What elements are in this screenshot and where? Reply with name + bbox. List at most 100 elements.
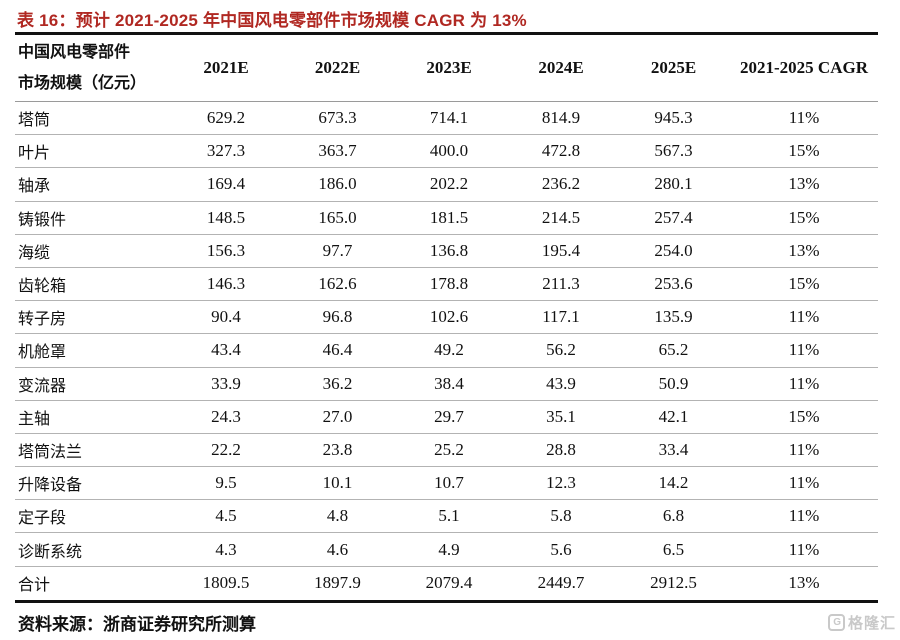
value-cell: 102.6 — [429, 307, 469, 327]
value-cell: 38.4 — [434, 373, 464, 393]
cagr-cell: 15% — [788, 406, 820, 426]
cagr-cell: 11% — [788, 539, 820, 559]
value-cell: 214.5 — [541, 207, 581, 227]
gelonghui-logo-icon: G — [827, 614, 845, 631]
table-row: 齿轮箱 146.3 162.6 178.8 211.3 253.6 15% — [15, 268, 878, 302]
value-cell: 178.8 — [429, 274, 469, 294]
header-cagr: 2021-2025 CAGR — [740, 58, 868, 77]
value-cell: 12.3 — [546, 473, 576, 493]
table-row: 诊断系统 4.3 4.6 4.9 5.6 6.5 11% — [15, 533, 878, 567]
header-label-line2: 市场规模（亿元） — [18, 75, 147, 92]
value-cell: 4.3 — [215, 539, 237, 559]
value-cell: 33.9 — [211, 373, 241, 393]
row-label: 塔筒法兰 — [18, 443, 83, 461]
header-label-line1: 中国风电零部件 — [18, 43, 131, 61]
value-cell: 2912.5 — [650, 573, 697, 593]
table-title: 表 16：预计 2021-2025 年中国风电零部件市场规模 CAGR 为 13… — [17, 11, 527, 30]
value-cell: 1897.9 — [314, 573, 361, 593]
value-cell: 211.3 — [542, 274, 580, 294]
cagr-cell: 11% — [788, 108, 820, 128]
row-label: 叶片 — [18, 145, 51, 163]
value-cell: 24.3 — [211, 406, 241, 426]
value-cell: 28.8 — [546, 439, 576, 459]
value-cell: 400.0 — [429, 141, 469, 161]
value-cell: 148.5 — [206, 207, 246, 227]
watermark: G 格隆汇 — [827, 612, 896, 633]
value-cell: 186.0 — [318, 174, 357, 194]
value-cell: 6.8 — [662, 506, 685, 526]
header-label-cell: 中国风电零部件 市场规模（亿元） — [15, 37, 170, 99]
cagr-cell: 15% — [788, 141, 820, 161]
table-row: 塔筒法兰 22.2 23.8 25.2 28.8 33.4 11% — [15, 434, 878, 468]
value-cell: 814.9 — [541, 108, 581, 128]
row-label: 机舱罩 — [18, 344, 67, 362]
market-size-table: 中国风电零部件 市场规模（亿元） 2021E 2022E 2023E 2024E… — [15, 32, 878, 603]
value-cell: 49.2 — [434, 340, 464, 360]
value-cell: 4.5 — [215, 506, 237, 526]
value-cell: 33.4 — [658, 439, 689, 459]
value-cell: 156.3 — [206, 240, 246, 260]
value-cell: 165.0 — [318, 207, 357, 227]
table-row: 主轴 24.3 27.0 29.7 35.1 42.1 15% — [15, 401, 878, 434]
row-label: 铸锻件 — [18, 211, 67, 229]
cagr-cell: 11% — [788, 473, 820, 493]
table-body: 塔筒 629.2 673.3 714.1 814.9 945.3 11% 叶片 327.3 363… — [15, 102, 878, 600]
header-2024e: 2024E — [538, 58, 584, 77]
value-cell: 181.5 — [429, 207, 469, 227]
value-cell: 6.5 — [662, 539, 685, 559]
row-label: 定子段 — [18, 510, 67, 528]
row-label: 塔筒 — [18, 112, 51, 130]
table-row: 机舱罩 43.4 46.4 49.2 56.2 65.2 11% — [15, 334, 878, 368]
table-row: 转子房 90.4 96.8 102.6 117.1 135.9 11% — [15, 301, 878, 335]
value-cell: 25.2 — [434, 439, 464, 459]
value-cell: 90.4 — [211, 307, 241, 327]
row-label: 海缆 — [18, 244, 51, 262]
value-cell: 2449.7 — [537, 573, 585, 593]
table-row: 轴承 169.4 186.0 202.2 236.2 280.1 13% — [15, 168, 878, 202]
value-cell: 56.2 — [546, 340, 576, 360]
value-cell: 22.2 — [211, 439, 241, 459]
value-cell: 146.3 — [206, 274, 246, 294]
value-cell: 629.2 — [206, 108, 246, 128]
value-cell: 280.1 — [654, 174, 693, 194]
header-2022e: 2022E — [314, 58, 361, 77]
value-cell: 29.7 — [434, 406, 464, 426]
cagr-cell: 11% — [788, 340, 820, 360]
value-cell: 9.5 — [215, 473, 237, 493]
value-cell: 363.7 — [318, 141, 357, 161]
table-row: 叶片 327.3 363.7 400.0 472.8 567.3 15% — [15, 135, 878, 169]
table-row: 塔筒 629.2 673.3 714.1 814.9 945.3 11% — [15, 102, 878, 136]
value-cell: 136.8 — [429, 240, 469, 260]
row-label: 主轴 — [18, 410, 51, 428]
value-cell: 35.1 — [546, 406, 576, 426]
row-label: 升降设备 — [18, 477, 83, 495]
value-cell: 4.8 — [326, 506, 349, 526]
value-cell: 195.4 — [541, 240, 581, 260]
cagr-cell: 15% — [788, 207, 820, 227]
header-2021e: 2021E — [203, 58, 249, 77]
value-cell: 97.7 — [322, 240, 353, 260]
value-cell: 36.2 — [322, 373, 353, 393]
header-2025e: 2025E — [650, 58, 697, 77]
table-header-row: 中国风电零部件 市场规模（亿元） 2021E 2022E 2023E 2024E… — [15, 35, 878, 102]
value-cell: 236.2 — [541, 174, 581, 194]
table-row: 变流器 33.9 36.2 38.4 43.9 50.9 11% — [15, 368, 878, 401]
value-cell: 5.8 — [550, 506, 572, 526]
value-cell: 945.3 — [654, 108, 693, 128]
value-cell: 27.0 — [322, 406, 353, 426]
value-cell: 4.6 — [326, 539, 349, 559]
value-cell: 472.8 — [541, 141, 581, 161]
value-cell: 43.4 — [211, 340, 241, 360]
table-row: 升降设备 9.5 10.1 10.7 12.3 14.2 11% — [15, 467, 878, 501]
table-row-total: 合计 1809.5 1897.9 2079.4 2449.7 2912.5 13% — [15, 567, 878, 600]
row-label: 转子房 — [18, 311, 67, 329]
value-cell: 169.4 — [206, 174, 246, 194]
value-cell: 135.9 — [654, 307, 693, 327]
watermark-text: 格隆汇 — [847, 615, 896, 632]
value-cell: 96.8 — [322, 307, 353, 327]
value-cell: 673.3 — [318, 108, 357, 128]
value-cell: 253.6 — [654, 274, 693, 294]
value-cell: 65.2 — [658, 340, 689, 360]
value-cell: 4.9 — [438, 539, 460, 559]
value-cell: 327.3 — [206, 141, 246, 161]
